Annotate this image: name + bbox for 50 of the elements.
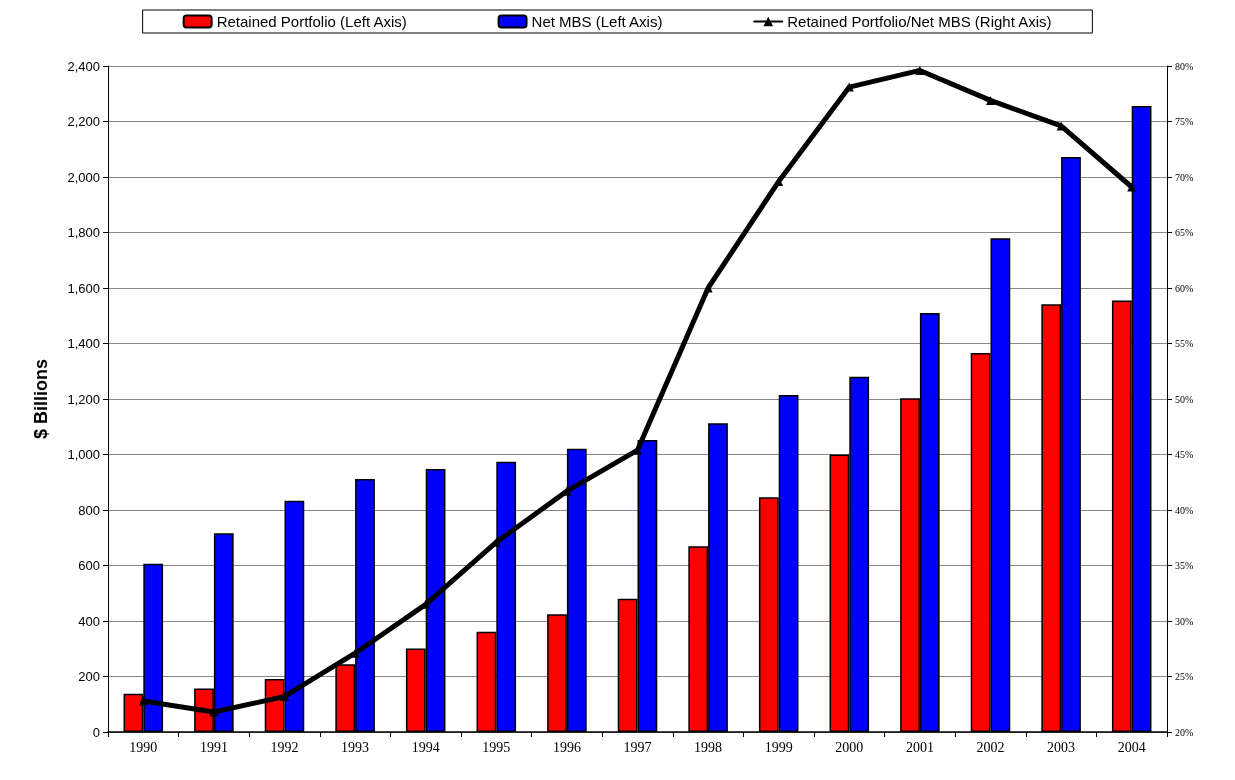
x-tick-label: 1991 — [199, 739, 228, 755]
y2-tick-label: 70% — [1175, 171, 1194, 183]
x-tick-label: 1998 — [694, 739, 723, 755]
y-tick-label: 0 — [92, 724, 100, 740]
point — [209, 707, 219, 717]
legend-label: Retained Portfolio (Left Axis) — [216, 13, 407, 30]
y-tick-label: 1,000 — [67, 447, 100, 462]
y2-tick-label: 50% — [1175, 393, 1194, 405]
y-tick-label: 1,400 — [67, 336, 100, 351]
y-tick-label: 200 — [78, 669, 100, 684]
y2-tick-label: 40% — [1175, 504, 1194, 516]
y2-tick-label: 75% — [1175, 116, 1194, 127]
x-tick-label: 1993 — [341, 739, 370, 755]
point — [915, 65, 925, 75]
legend-label: Net MBS (Left Axis) — [531, 13, 663, 30]
y-tick-label: 400 — [78, 613, 100, 629]
x-tick-label: 1997 — [623, 739, 652, 755]
y-tick-label: 1,800 — [67, 225, 100, 240]
x-tick-label: 1996 — [552, 739, 581, 755]
y2-tick-label: 80% — [1175, 60, 1194, 72]
y2-tick-label: 60% — [1175, 282, 1194, 294]
y2-tick-label: 30% — [1175, 615, 1194, 627]
x-tick-label: 2003 — [1047, 739, 1076, 755]
x-tick-label: 2000 — [835, 739, 864, 755]
y-tick-label: 2,200 — [67, 114, 100, 129]
x-tick-label: 1992 — [270, 739, 299, 755]
x-tick-label: 1990 — [129, 739, 158, 755]
y2-tick-label: 25% — [1175, 671, 1194, 682]
y-tick-label: 600 — [78, 558, 100, 573]
point — [986, 95, 995, 105]
y2-tick-label: 45% — [1175, 449, 1194, 460]
x-tick-label: 1995 — [482, 739, 511, 755]
y-tick-label: 1,200 — [67, 391, 100, 407]
x-tick-label: 2001 — [905, 739, 934, 755]
point — [280, 691, 289, 701]
y-tick-label: 2,400 — [67, 58, 100, 74]
x-tick-label: 1999 — [764, 739, 793, 755]
y2-tick-label: 65% — [1175, 227, 1194, 238]
y-tick-label: 2,000 — [67, 169, 100, 185]
y-tick-label: 1,600 — [67, 280, 100, 296]
y2-tick-label: 55% — [1175, 338, 1194, 349]
point — [703, 283, 713, 293]
x-tick-label: 1994 — [411, 739, 440, 755]
y2-tick-label: 35% — [1175, 560, 1194, 571]
legend-label: Retained Portfolio/Net MBS (Right Axis) — [787, 13, 1052, 30]
x-tick-label: 2002 — [976, 739, 1005, 755]
y-tick-label: 800 — [78, 502, 100, 518]
x-tick-label: 2004 — [1117, 739, 1146, 755]
y-axis-title: $ Billions — [31, 358, 51, 440]
y2-tick-label: 20% — [1175, 726, 1194, 738]
